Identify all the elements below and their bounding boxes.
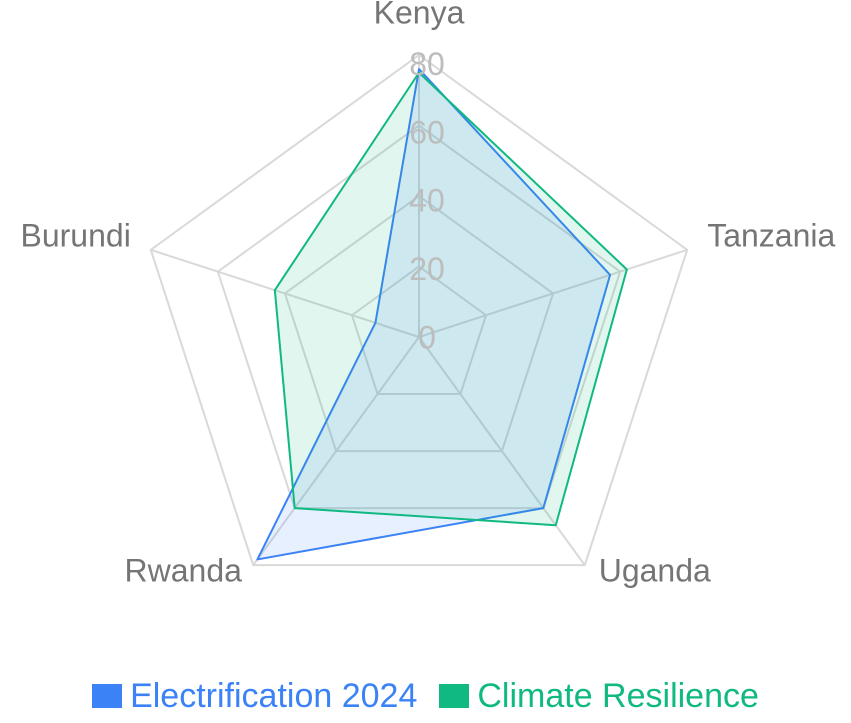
category-label-uganda: Uganda <box>599 553 711 589</box>
category-label-kenya: Kenya <box>374 0 465 30</box>
series-area-electrification-2024[interactable] <box>256 68 612 561</box>
series-area-climate-resilience[interactable] <box>273 71 628 527</box>
grid-ring-20 <box>350 265 488 396</box>
category-label-rwanda: Rwanda <box>125 553 243 589</box>
radar-grid <box>149 53 689 567</box>
tick-label-0: 0 <box>418 319 436 355</box>
legend-label-electrification-2024: Electrification 2024 <box>130 676 418 715</box>
tick-label-20: 20 <box>409 251 445 287</box>
spoke-tanzania <box>418 248 688 338</box>
tick-label-60: 60 <box>409 114 445 150</box>
legend-swatch-climate-resilience <box>439 684 470 708</box>
spoke-burundi <box>150 248 420 338</box>
legend: Electrification 2024 Climate Resilience <box>0 672 851 720</box>
tick-label-40: 40 <box>409 183 445 219</box>
spoke-uganda <box>418 336 586 566</box>
radar-series <box>256 68 628 561</box>
radial-tick-labels: 0 20 40 60 80 <box>409 46 445 356</box>
category-labels: Kenya Tanzania Uganda Rwanda Burundi <box>21 0 836 589</box>
grid-ring-80 <box>149 53 689 567</box>
tick-label-80: 80 <box>409 46 445 82</box>
legend-swatch-electrification-2024 <box>92 684 123 708</box>
legend-item-climate-resilience[interactable]: Climate Resilience <box>439 677 759 716</box>
grid-ring-40 <box>283 194 555 453</box>
grid-ring-60 <box>216 124 622 510</box>
spoke-rwanda <box>252 336 420 566</box>
legend-label-climate-resilience: Climate Resilience <box>477 676 759 715</box>
legend-item-electrification-2024[interactable]: Electrification 2024 <box>92 677 417 716</box>
category-label-burundi: Burundi <box>21 217 131 253</box>
category-label-tanzania: Tanzania <box>707 217 835 253</box>
